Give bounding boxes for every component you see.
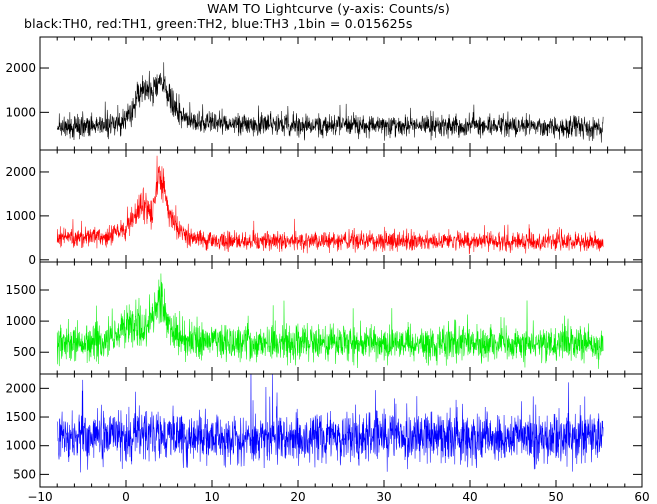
plot-layer (56, 62, 604, 473)
chart-subtitle: black:TH0, red:TH1, green:TH2, blue:TH3 … (24, 16, 413, 31)
y-tick-label: 2000 (5, 381, 36, 395)
panel-frame-th3 (39, 373, 643, 488)
x-tick-label: 10 (204, 490, 219, 504)
y-tick-label: 1000 (5, 105, 36, 119)
y-tick-label: 1500 (5, 410, 36, 424)
x-tick-label: 30 (376, 490, 391, 504)
y-tick-label: 500 (13, 345, 36, 359)
series-line-th1 (56, 155, 604, 255)
y-tick-label: 2000 (5, 165, 36, 179)
x-tick-label: 40 (462, 490, 477, 504)
x-tick-label: 50 (548, 490, 563, 504)
x-tick-label: −10 (27, 490, 52, 504)
axis-layer: 1000200001000200050010001500500100015002… (5, 36, 650, 504)
x-tick-label: 60 (634, 490, 649, 504)
series-line-th3 (56, 374, 604, 473)
x-tick-label: 20 (290, 490, 305, 504)
y-tick-label: 1000 (5, 439, 36, 453)
chart-title: WAM TO Lightcurve (y-axis: Counts/s) (207, 1, 450, 16)
y-tick-label: 1000 (5, 209, 36, 223)
y-tick-label: 1500 (5, 283, 36, 297)
y-tick-label: 500 (13, 467, 36, 481)
x-tick-label: 0 (122, 490, 130, 504)
y-tick-label: 1000 (5, 314, 36, 328)
series-line-th0 (56, 62, 604, 143)
y-tick-label: 0 (28, 253, 36, 267)
y-tick-label: 2000 (5, 61, 36, 75)
series-line-th2 (56, 273, 604, 369)
